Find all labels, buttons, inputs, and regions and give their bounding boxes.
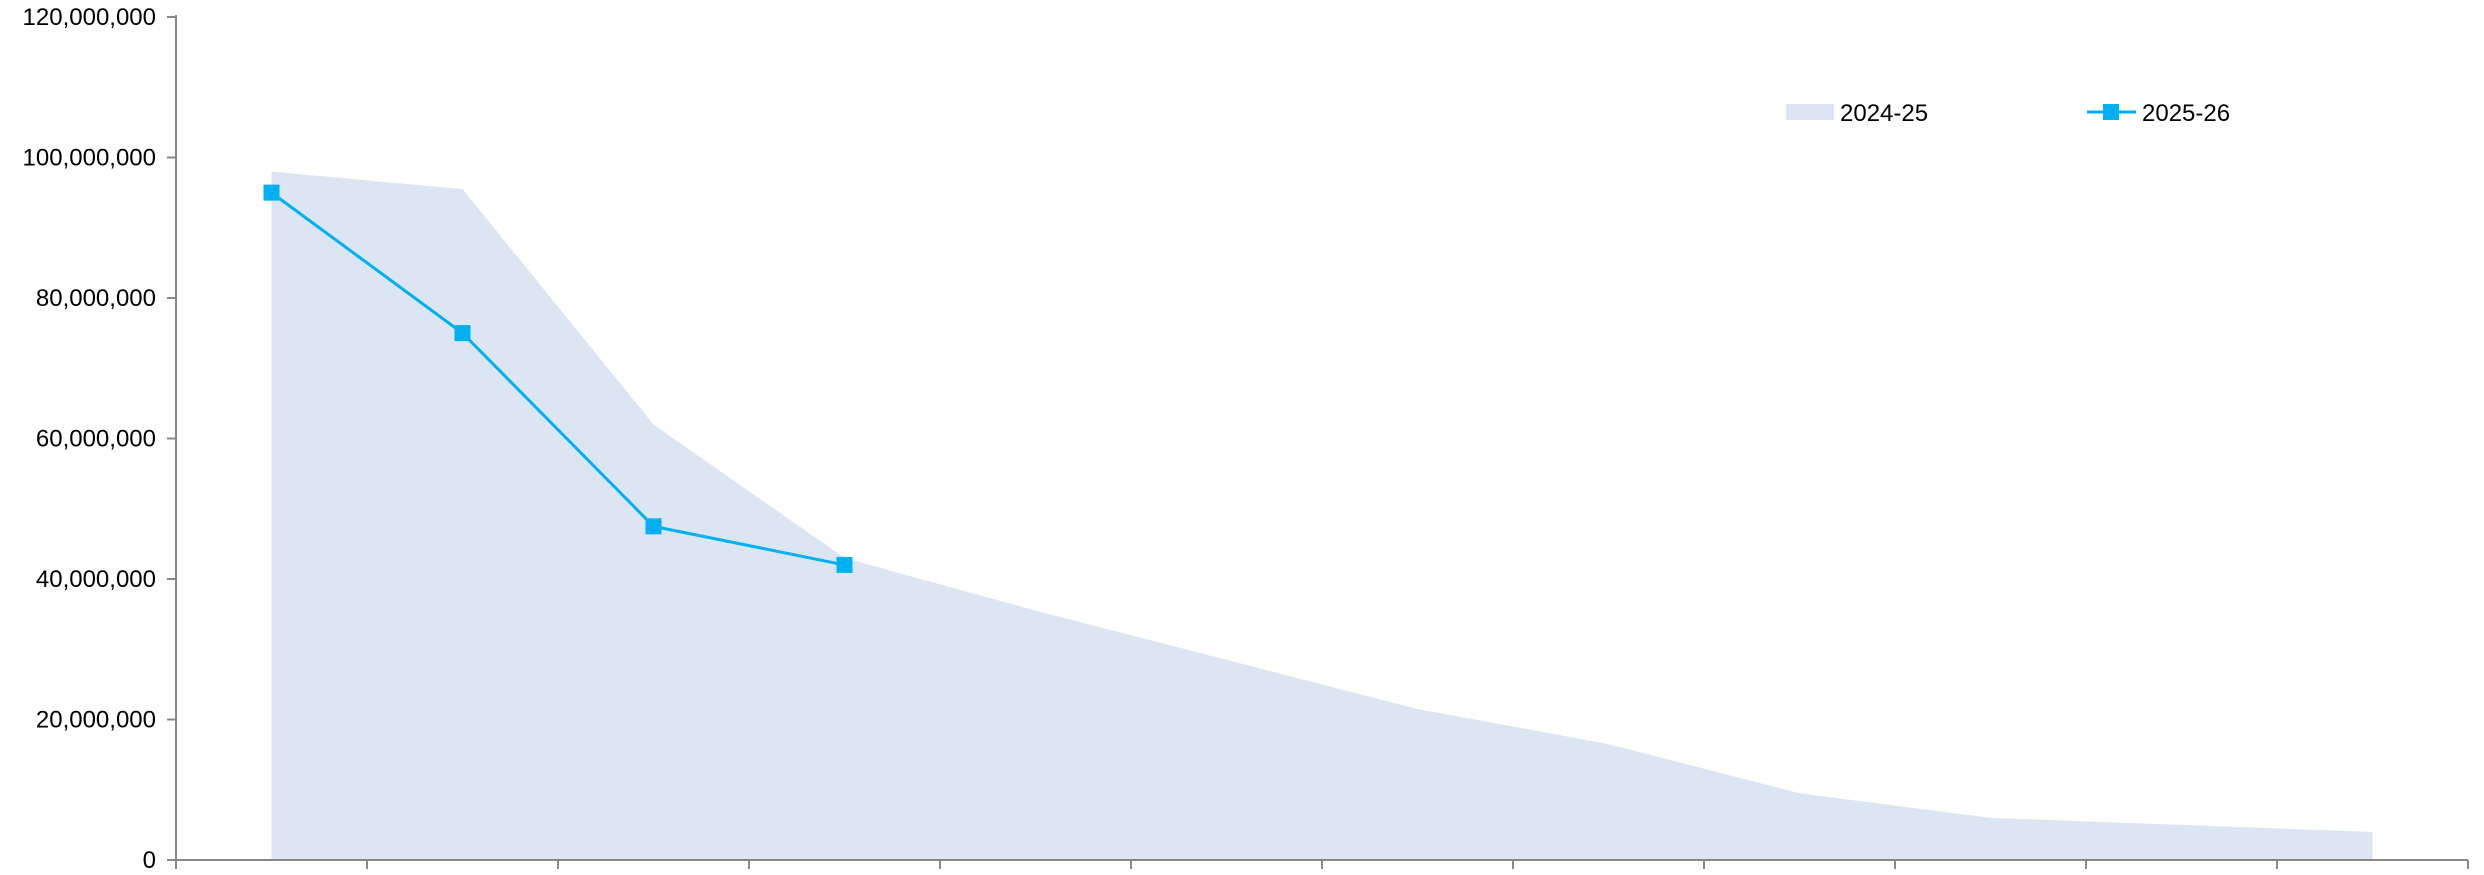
legend-label-area: 2024-25	[1840, 100, 1928, 127]
legend: 2024-25 2025-26	[1786, 100, 2230, 127]
line-series-2025-26	[270, 191, 845, 567]
y-tick-label: 80,000,000	[36, 285, 156, 312]
area-series-2024-25	[271, 171, 2373, 861]
y-tick-label: 60,000,000	[36, 426, 156, 453]
legend-label-line: 2025-26	[2142, 100, 2230, 127]
line-point-marker	[454, 325, 471, 342]
line-point-marker	[836, 556, 853, 573]
y-tick-label: 120,000,000	[23, 4, 156, 31]
y-tick-label: 20,000,000	[36, 707, 156, 734]
y-tick-label: 100,000,000	[23, 145, 156, 172]
line-series-layer	[263, 184, 853, 573]
y-tick-label: 0	[143, 847, 156, 874]
line-point-marker	[645, 518, 662, 535]
x-axis-ticks	[175, 860, 2469, 869]
area-series-layer	[271, 171, 2373, 861]
line-point-marker	[263, 184, 280, 201]
y-tick-label: 40,000,000	[36, 566, 156, 593]
y-axis-ticks: 0 20,000,000 40,000,000 60,000,000 80,000,00…	[23, 4, 176, 874]
legend-swatch-area	[1786, 104, 1834, 120]
legend-swatch-marker	[2103, 104, 2119, 120]
